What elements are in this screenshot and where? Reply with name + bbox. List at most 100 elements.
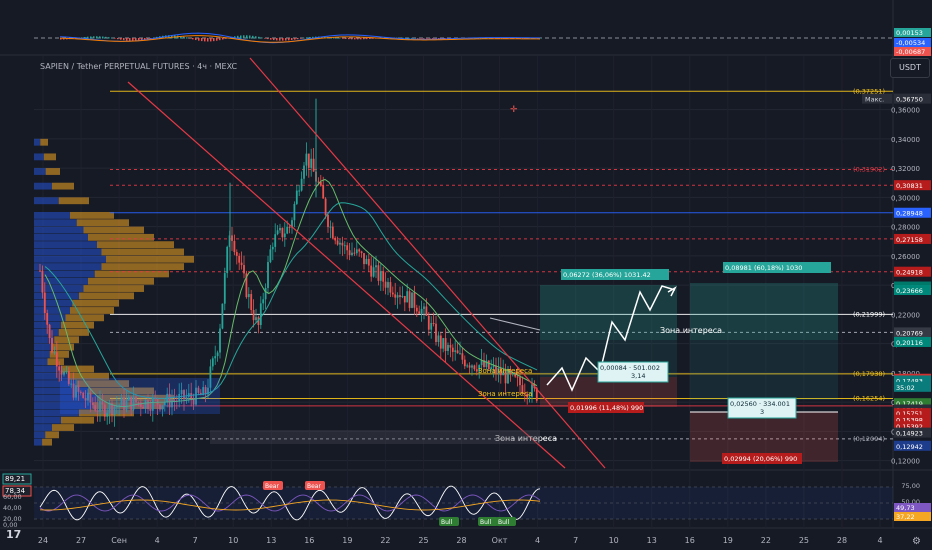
- candle-body: [99, 401, 101, 412]
- volume-profile-bar: [106, 255, 194, 263]
- histogram-bar: [216, 38, 218, 41]
- candle-body: [147, 399, 149, 410]
- candle-body: [163, 402, 166, 406]
- histogram-bar: [300, 38, 302, 39]
- histogram-bar: [366, 38, 368, 40]
- volume-profile-bar: [94, 270, 169, 278]
- volume-profile-bar: [61, 416, 94, 424]
- volume-profile-bar: [52, 424, 74, 431]
- candle-body: [101, 401, 104, 405]
- histogram-bar: [207, 38, 209, 42]
- candle-body: [379, 271, 382, 281]
- candle-body: [111, 402, 113, 416]
- volume-profile-bar: [34, 299, 73, 307]
- histogram-bar: [312, 36, 314, 39]
- histogram-bar: [267, 38, 269, 40]
- candle-body: [439, 335, 442, 349]
- candle-body: [183, 390, 185, 400]
- signal-badge: [439, 517, 459, 526]
- indicator-value: 0,00153: [896, 29, 923, 37]
- volume-profile-bar: [34, 292, 79, 300]
- price-label: 0,17419: [896, 400, 923, 408]
- price-label: (0,31902): [853, 166, 885, 174]
- histogram-bar: [486, 37, 488, 39]
- rsi-axis-right: 75,00: [901, 482, 920, 490]
- measure-label-box: [597, 361, 669, 383]
- price-label-box: [894, 285, 931, 296]
- volume-profile-bar: [34, 263, 102, 270]
- volume-profile-bar: [34, 233, 88, 241]
- y-tick-label: 0,36000: [891, 107, 920, 115]
- histogram-bar: [141, 38, 143, 41]
- histogram-bar: [114, 38, 116, 39]
- candle-body: [243, 265, 245, 274]
- candle-body: [502, 371, 505, 376]
- currency-button[interactable]: USDT: [890, 58, 930, 78]
- candle-body: [427, 315, 430, 330]
- x-tick-label: 27: [76, 536, 86, 545]
- rsi-axis-left: 40,00: [3, 504, 22, 512]
- price-label: 0,20769: [896, 329, 923, 337]
- histogram-bar: [291, 38, 293, 41]
- settings-gear-icon[interactable]: ⚙: [912, 536, 921, 547]
- signal-label: Bear: [307, 483, 321, 490]
- histogram-bar: [105, 36, 107, 39]
- measure-label: 3: [760, 408, 764, 416]
- price-label: (0,37251): [853, 87, 885, 95]
- histogram-bar: [336, 37, 338, 39]
- histogram-bar: [522, 38, 524, 39]
- candle-body: [343, 245, 346, 247]
- candle-body: [497, 367, 500, 374]
- candle-body: [475, 369, 478, 372]
- candle-body: [70, 383, 73, 385]
- volume-profile-bar: [76, 380, 129, 388]
- candle-body: [238, 255, 241, 263]
- histogram-bar: [435, 38, 437, 39]
- zone-of-interest-label: Зона интереса: [660, 326, 722, 335]
- histogram-bar: [408, 37, 410, 39]
- price-label-box: [894, 180, 931, 191]
- candle-body: [473, 365, 476, 370]
- histogram-bar: [153, 37, 155, 39]
- candle-body: [120, 397, 123, 406]
- histogram-bar: [417, 38, 419, 39]
- x-tick-label: 7: [193, 536, 198, 545]
- histogram-bar: [111, 37, 113, 39]
- measure-label: 0,01996 (11,48%) 990: [570, 404, 643, 412]
- x-tick-label: 25: [418, 536, 428, 545]
- x-tick-label: 19: [723, 536, 733, 545]
- y-tick-label: 0,12000: [891, 458, 920, 466]
- candle-body: [367, 258, 370, 266]
- price-label: 0,36750: [896, 96, 923, 104]
- histogram-bar: [129, 38, 131, 41]
- volume-profile-bar: [34, 409, 79, 417]
- histogram-bar: [273, 38, 275, 41]
- candle-body: [195, 387, 197, 405]
- histogram-bar: [351, 38, 353, 40]
- price-label-box: [894, 93, 931, 104]
- candle-body: [139, 402, 142, 407]
- histogram-bar: [258, 36, 260, 39]
- measure-label-box: [722, 453, 802, 464]
- candle-body: [519, 377, 521, 386]
- volume-profile-bar: [34, 314, 66, 322]
- candle-body: [319, 181, 322, 186]
- zone-of-interest-band: [60, 378, 220, 414]
- volume-profile-bar: [101, 263, 184, 270]
- candle-body: [459, 353, 461, 355]
- candle-body: [106, 412, 109, 417]
- histogram-bar: [441, 38, 443, 39]
- price-tag-box: [862, 93, 892, 104]
- candle-body: [396, 295, 399, 298]
- histogram-bar: [276, 38, 278, 41]
- candle-body: [463, 359, 466, 367]
- candle-body: [447, 344, 449, 351]
- histogram-bar: [255, 36, 257, 39]
- candle-body: [274, 234, 277, 247]
- candle-body: [384, 281, 387, 288]
- candle-body: [257, 317, 260, 326]
- candle-body: [137, 402, 140, 404]
- volume-profile-bar: [34, 307, 70, 314]
- histogram-bar: [489, 37, 491, 39]
